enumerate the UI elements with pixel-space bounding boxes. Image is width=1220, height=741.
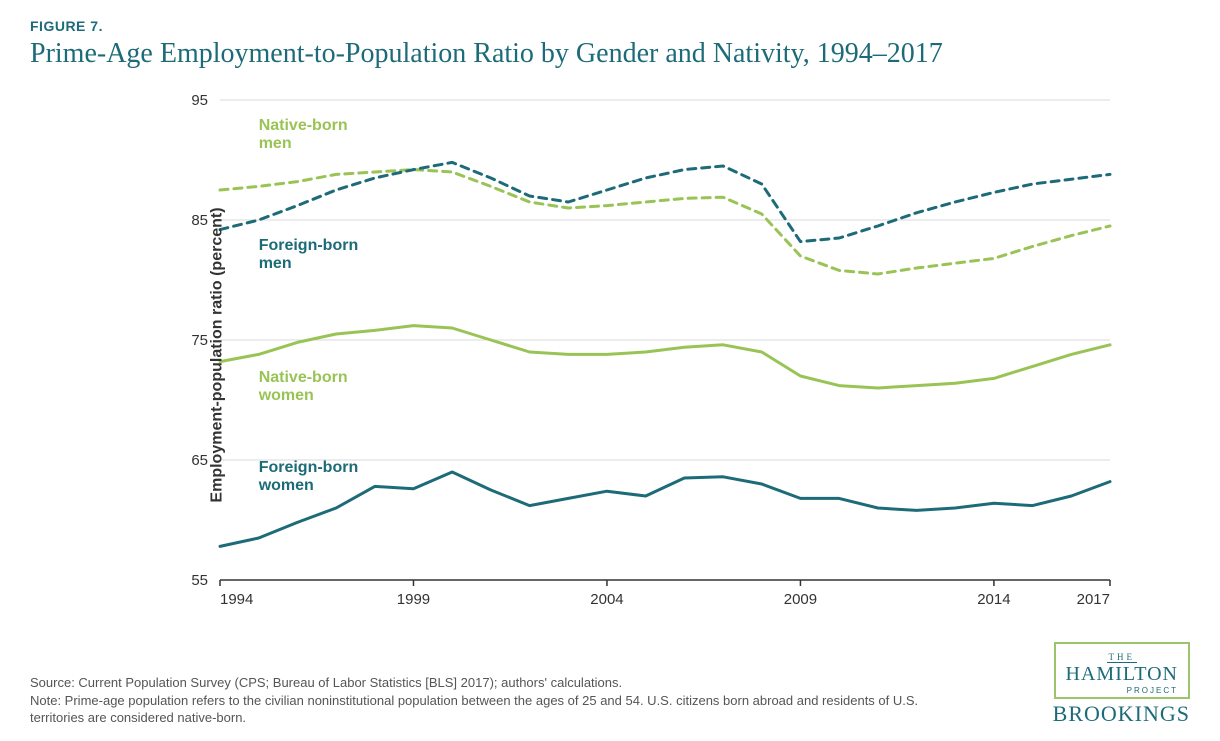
series-label: men <box>259 135 292 152</box>
logo-block: THE HAMILTON PROJECT BROOKINGS <box>1053 642 1190 727</box>
line-chart: 55 65 75 85 95 1994 1999 2004 2009 2014 2017 Native… <box>140 90 1120 620</box>
x-tick-label: 2017 <box>1077 591 1110 608</box>
logo-hamilton: HAMILTON <box>1066 663 1178 686</box>
y-tick-label: 65 <box>191 452 208 469</box>
logo-brookings: BROOKINGS <box>1053 701 1190 727</box>
x-tick-label: 1994 <box>220 591 253 608</box>
y-tick-label: 55 <box>191 572 208 589</box>
x-tick-label: 1999 <box>397 591 430 608</box>
hamilton-logo: THE HAMILTON PROJECT <box>1054 642 1190 699</box>
y-axis-label: Employment-population ratio (percent) <box>209 207 227 502</box>
source-text: Source: Current Population Survey (CPS; … <box>30 674 930 692</box>
series-label: men <box>259 255 292 272</box>
series-label: Native-born <box>259 369 348 386</box>
chart-area: Employment-population ratio (percent) 55… <box>140 90 1120 620</box>
figure-label: FIGURE 7. <box>30 18 1190 34</box>
series-label: women <box>258 387 314 404</box>
series-line <box>220 472 1110 546</box>
footer-notes: Source: Current Population Survey (CPS; … <box>30 674 930 727</box>
y-tick-label: 85 <box>191 212 208 229</box>
logo-the: THE <box>1107 652 1138 663</box>
series-label: Native-born <box>259 117 348 134</box>
series-label: Foreign-born <box>259 459 359 476</box>
x-tick-label: 2014 <box>977 591 1010 608</box>
series-line <box>220 326 1110 388</box>
chart-title: Prime-Age Employment-to-Population Ratio… <box>30 38 1190 70</box>
series-label: women <box>258 477 314 494</box>
x-tick-label: 2009 <box>784 591 817 608</box>
series-label: Foreign-born <box>259 237 359 254</box>
y-tick-label: 95 <box>191 92 208 109</box>
y-tick-label: 75 <box>191 332 208 349</box>
footer: Source: Current Population Survey (CPS; … <box>30 642 1190 727</box>
note-text: Note: Prime-age population refers to the… <box>30 692 930 727</box>
x-tick-label: 2004 <box>590 591 623 608</box>
logo-project: PROJECT <box>1066 686 1178 695</box>
